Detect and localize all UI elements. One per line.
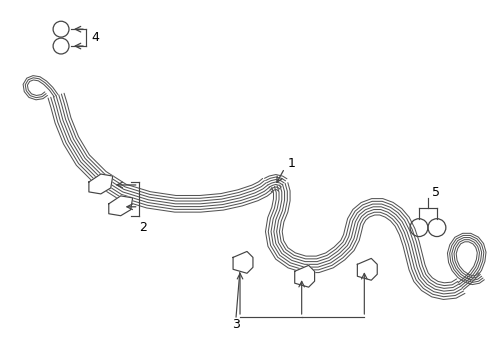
Polygon shape <box>294 265 315 287</box>
Text: 1: 1 <box>288 157 295 170</box>
Polygon shape <box>357 258 377 280</box>
Text: 4: 4 <box>91 31 99 44</box>
Text: 3: 3 <box>232 318 240 331</box>
Polygon shape <box>233 251 253 273</box>
Polygon shape <box>109 196 133 216</box>
Polygon shape <box>89 174 113 194</box>
Text: 5: 5 <box>432 186 440 199</box>
Text: 2: 2 <box>139 221 147 234</box>
